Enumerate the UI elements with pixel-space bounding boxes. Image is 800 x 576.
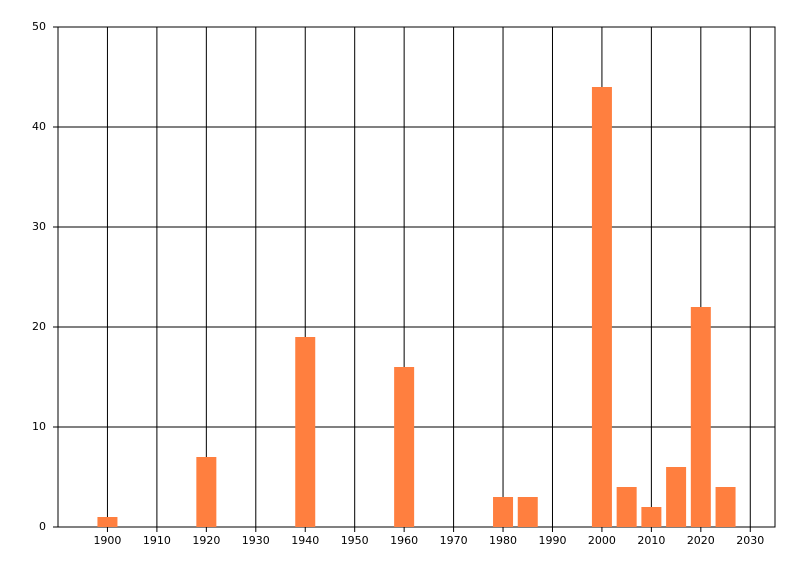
bar: [591, 87, 612, 527]
y-tick-label: 30: [32, 220, 46, 233]
bar: [517, 497, 538, 527]
x-tick-label: 2030: [736, 534, 764, 547]
plot-frame: [57, 26, 776, 528]
y-tick-label: 20: [32, 320, 46, 333]
x-tick-label: 2020: [687, 534, 715, 547]
x-tick-label: 1960: [390, 534, 418, 547]
x-tick-label: 1920: [192, 534, 220, 547]
bar: [97, 517, 118, 527]
y-tick-label: 50: [32, 20, 46, 33]
y-tick-label: 0: [39, 520, 46, 533]
x-tick-label: 2000: [588, 534, 616, 547]
bar: [493, 497, 514, 527]
x-tick-label: 1930: [242, 534, 270, 547]
bar: [690, 307, 711, 527]
x-tick-label: 1990: [538, 534, 566, 547]
bar: [666, 467, 687, 527]
bar: [394, 367, 415, 527]
y-tick-label: 10: [32, 420, 46, 433]
bar: [616, 487, 637, 527]
x-tick-label: 1910: [143, 534, 171, 547]
bar: [295, 337, 316, 527]
bar: [715, 487, 736, 527]
bar: [641, 507, 662, 527]
x-tick-label: 1900: [93, 534, 121, 547]
y-tick-label: 40: [32, 120, 46, 133]
x-tick-label: 1940: [291, 534, 319, 547]
x-tick-label: 1980: [489, 534, 517, 547]
x-tick-label: 1950: [341, 534, 369, 547]
bar: [196, 457, 217, 527]
x-tick-label: 2010: [637, 534, 665, 547]
x-tick-label: 1970: [440, 534, 468, 547]
